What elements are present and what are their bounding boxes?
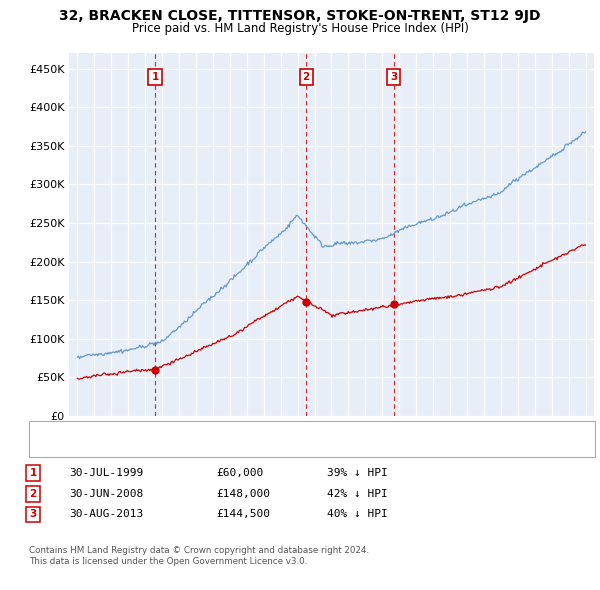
Text: HPI: Average price, detached house, Stafford: HPI: Average price, detached house, Staf… bbox=[69, 444, 289, 454]
Text: 2: 2 bbox=[29, 489, 37, 499]
Text: 3: 3 bbox=[390, 72, 397, 81]
Text: 30-AUG-2013: 30-AUG-2013 bbox=[69, 510, 143, 519]
Text: 2: 2 bbox=[302, 72, 310, 81]
Text: 39% ↓ HPI: 39% ↓ HPI bbox=[327, 468, 388, 478]
Text: Price paid vs. HM Land Registry's House Price Index (HPI): Price paid vs. HM Land Registry's House … bbox=[131, 22, 469, 35]
Text: £144,500: £144,500 bbox=[216, 510, 270, 519]
Text: 1: 1 bbox=[151, 72, 158, 81]
Text: 30-JUN-2008: 30-JUN-2008 bbox=[69, 489, 143, 499]
Text: 3: 3 bbox=[29, 510, 37, 519]
Text: This data is licensed under the Open Government Licence v3.0.: This data is licensed under the Open Gov… bbox=[29, 558, 307, 566]
Text: 32, BRACKEN CLOSE, TITTENSOR, STOKE-ON-TRENT, ST12 9JD: 32, BRACKEN CLOSE, TITTENSOR, STOKE-ON-T… bbox=[59, 9, 541, 24]
Text: 1: 1 bbox=[29, 468, 37, 478]
Text: 40% ↓ HPI: 40% ↓ HPI bbox=[327, 510, 388, 519]
Text: £60,000: £60,000 bbox=[216, 468, 263, 478]
Text: Contains HM Land Registry data © Crown copyright and database right 2024.: Contains HM Land Registry data © Crown c… bbox=[29, 546, 369, 555]
Text: 30-JUL-1999: 30-JUL-1999 bbox=[69, 468, 143, 478]
Text: —: — bbox=[36, 424, 52, 438]
Text: 32, BRACKEN CLOSE, TITTENSOR, STOKE-ON-TRENT, ST12 9JD (detached house): 32, BRACKEN CLOSE, TITTENSOR, STOKE-ON-T… bbox=[69, 426, 461, 436]
Text: —: — bbox=[36, 441, 52, 456]
Text: £148,000: £148,000 bbox=[216, 489, 270, 499]
Text: 42% ↓ HPI: 42% ↓ HPI bbox=[327, 489, 388, 499]
